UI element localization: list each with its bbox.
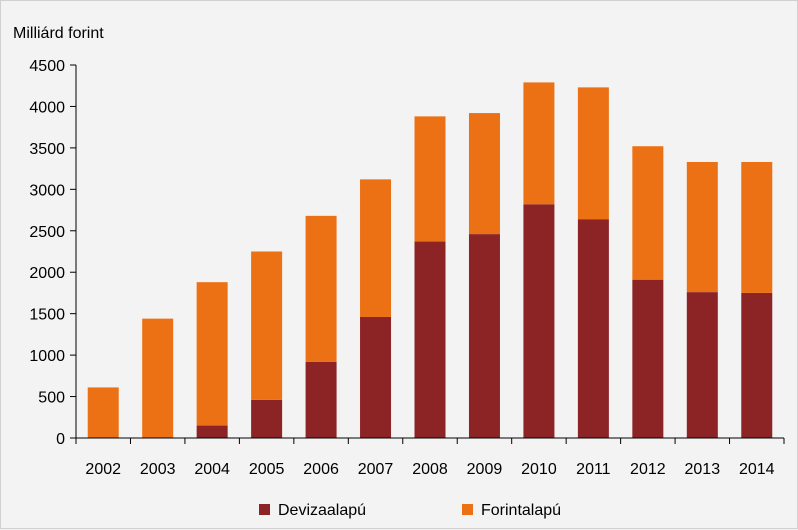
legend-swatch-devizaalapu — [259, 504, 270, 515]
legend: Devizaalapú Forintalapú — [259, 502, 561, 519]
x-tick-label: 2002 — [85, 461, 121, 478]
x-tick-label: 2014 — [739, 461, 775, 478]
y-tick-label: 0 — [56, 431, 65, 448]
bar-segment-forintalapu-2014 — [741, 161, 773, 293]
y-tick-label: 1500 — [29, 307, 65, 324]
x-tick-label: 2003 — [140, 461, 176, 478]
bar-segment-devizaalapu-2009 — [468, 234, 500, 438]
bar-segment-devizaalapu-2005 — [251, 399, 283, 438]
bar-segment-devizaalapu-2006 — [305, 361, 337, 438]
x-tick-label: 2005 — [249, 461, 285, 478]
bar-segment-devizaalapu-2004 — [196, 425, 228, 438]
y-tick-label: 3000 — [29, 182, 65, 199]
x-tick-label: 2007 — [358, 461, 394, 478]
x-tick-label: 2006 — [303, 461, 339, 478]
legend-swatch-forintalapu — [462, 504, 473, 515]
y-tick-label: 4000 — [29, 99, 65, 116]
y-tick-label: 2000 — [29, 265, 65, 282]
x-tick-label: 2009 — [467, 461, 503, 478]
bar-segment-forintalapu-2013 — [686, 161, 718, 293]
bar-segment-forintalapu-2002 — [87, 387, 119, 438]
bar-segment-forintalapu-2003 — [142, 318, 174, 438]
bar-segment-forintalapu-2008 — [414, 116, 446, 242]
y-axis-ticks: 0 500 1000 1500 2000 2500 3000 3500 4000 4500 — [29, 58, 76, 448]
bar-segment-devizaalapu-2012 — [632, 279, 664, 438]
bar-segment-forintalapu-2009 — [468, 113, 500, 235]
y-unit-label: Milliárd forint — [13, 25, 104, 42]
bar-segment-forintalapu-2007 — [360, 179, 392, 317]
bar-segment-devizaalapu-2010 — [523, 204, 555, 438]
bars-group — [87, 82, 773, 438]
bar-segment-devizaalapu-2007 — [360, 316, 392, 438]
bar-segment-devizaalapu-2013 — [686, 292, 718, 438]
y-tick-label: 1000 — [29, 348, 65, 365]
bar-segment-forintalapu-2004 — [196, 282, 228, 426]
bar-segment-devizaalapu-2008 — [414, 241, 446, 438]
bar-segment-devizaalapu-2014 — [741, 292, 773, 438]
x-tick-label: 2012 — [630, 461, 666, 478]
y-tick-label: 500 — [38, 390, 65, 407]
bar-segment-forintalapu-2006 — [305, 215, 337, 362]
y-tick-label: 2500 — [29, 224, 65, 241]
bar-segment-forintalapu-2005 — [251, 251, 283, 400]
legend-label-forintalapu: Forintalapú — [481, 502, 561, 519]
x-tick-label: 2011 — [576, 461, 611, 478]
x-tick-label: 2010 — [521, 461, 557, 478]
y-tick-label: 4500 — [29, 58, 65, 75]
x-tick-label: 2013 — [685, 461, 721, 478]
bar-segment-forintalapu-2010 — [523, 82, 555, 205]
bar-segment-devizaalapu-2011 — [577, 219, 609, 438]
x-tick-label: 2004 — [194, 461, 230, 478]
bar-segment-forintalapu-2011 — [577, 87, 609, 220]
legend-label-devizaalapu: Devizaalapú — [278, 502, 366, 519]
y-tick-label: 3500 — [29, 141, 65, 158]
bar-segment-forintalapu-2012 — [632, 146, 664, 280]
x-tick-label: 2008 — [412, 461, 448, 478]
x-axis-ticks: 2002 2003 2004 2005 2006 2007 2008 2009 2010 2011… — [75, 438, 785, 478]
